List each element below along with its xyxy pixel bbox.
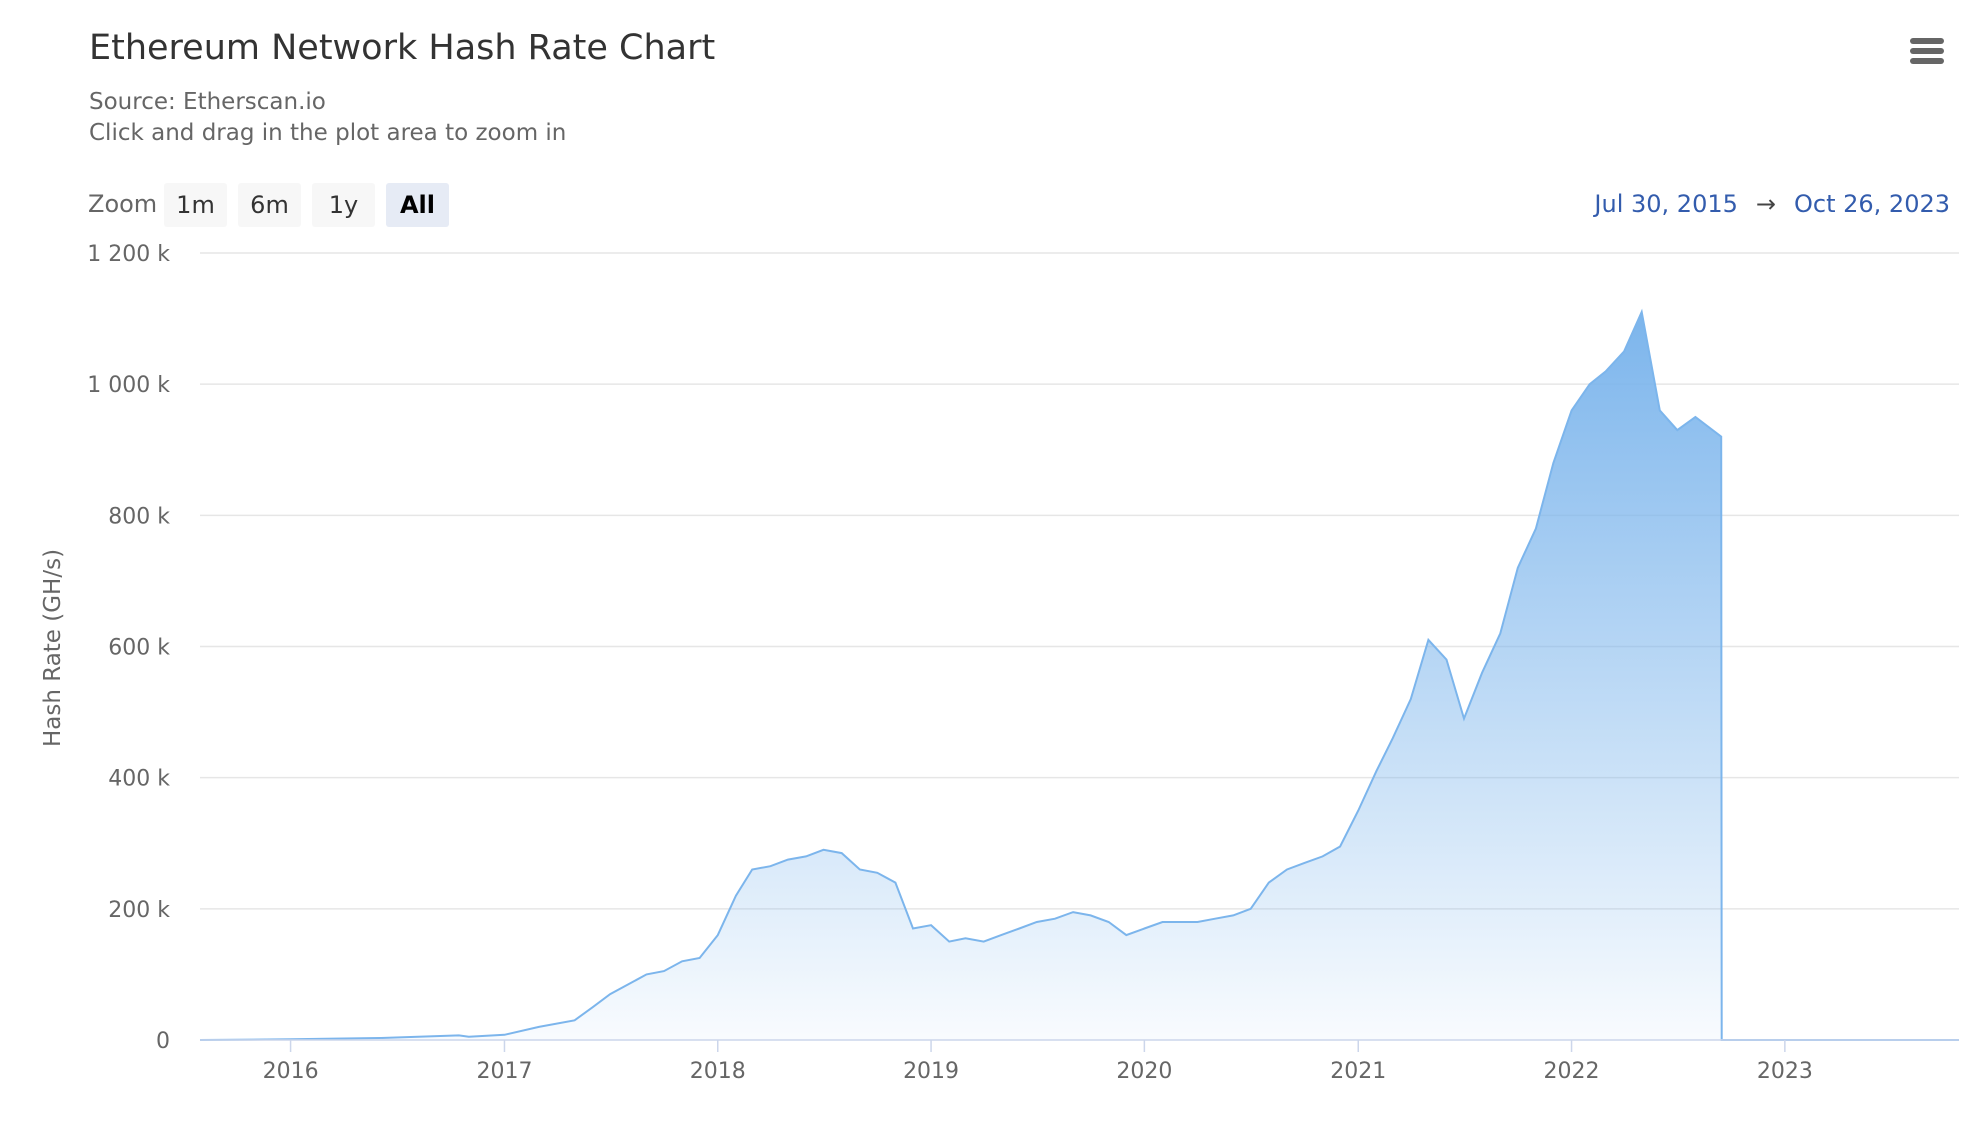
y-tick-label: 400 k — [108, 767, 170, 792]
y-tick-label: 0 — [156, 1029, 170, 1054]
zoom-all-button[interactable]: All — [386, 183, 449, 227]
zoom-hint: Click and drag in the plot area to zoom … — [89, 120, 567, 146]
chart-title: Ethereum Network Hash Rate Chart — [89, 28, 716, 68]
x-tick-label: 2020 — [1116, 1059, 1172, 1084]
series-line — [199, 308, 1959, 1041]
y-tick-label: 1 000 k — [87, 373, 170, 398]
date-range: Jul 30, 2015 → Oct 26, 2023 — [1594, 190, 1950, 218]
zoom-6m-button[interactable]: 6m — [238, 183, 301, 227]
x-tick-label: 2022 — [1544, 1059, 1600, 1084]
zoom-label: Zoom — [88, 190, 158, 218]
chart-subtitle: Source: Etherscan.io — [89, 89, 326, 115]
x-tick-label: 2017 — [476, 1059, 532, 1084]
zoom-1y-button[interactable]: 1y — [312, 183, 375, 227]
hamburger-menu-icon[interactable] — [1910, 38, 1944, 65]
x-tick-label: 2023 — [1757, 1059, 1813, 1084]
series-area — [200, 312, 1959, 1040]
range-to[interactable]: Oct 26, 2023 — [1794, 190, 1950, 218]
y-tick-label: 200 k — [108, 898, 170, 923]
x-tick-label: 2018 — [690, 1059, 746, 1084]
x-tick-label: 2016 — [263, 1059, 319, 1084]
zoom-1m-button[interactable]: 1m — [164, 183, 227, 227]
range-from[interactable]: Jul 30, 2015 — [1594, 190, 1738, 218]
y-tick-label: 600 k — [108, 636, 170, 661]
x-tick-label: 2019 — [903, 1059, 959, 1084]
x-tick-label: 2021 — [1330, 1059, 1386, 1084]
y-tick-label: 1 200 k — [87, 242, 170, 267]
range-arrow: → — [1755, 190, 1776, 218]
y-axis-title: Hash Rate (GH/s) — [40, 549, 66, 747]
y-tick-label: 800 k — [108, 504, 170, 529]
